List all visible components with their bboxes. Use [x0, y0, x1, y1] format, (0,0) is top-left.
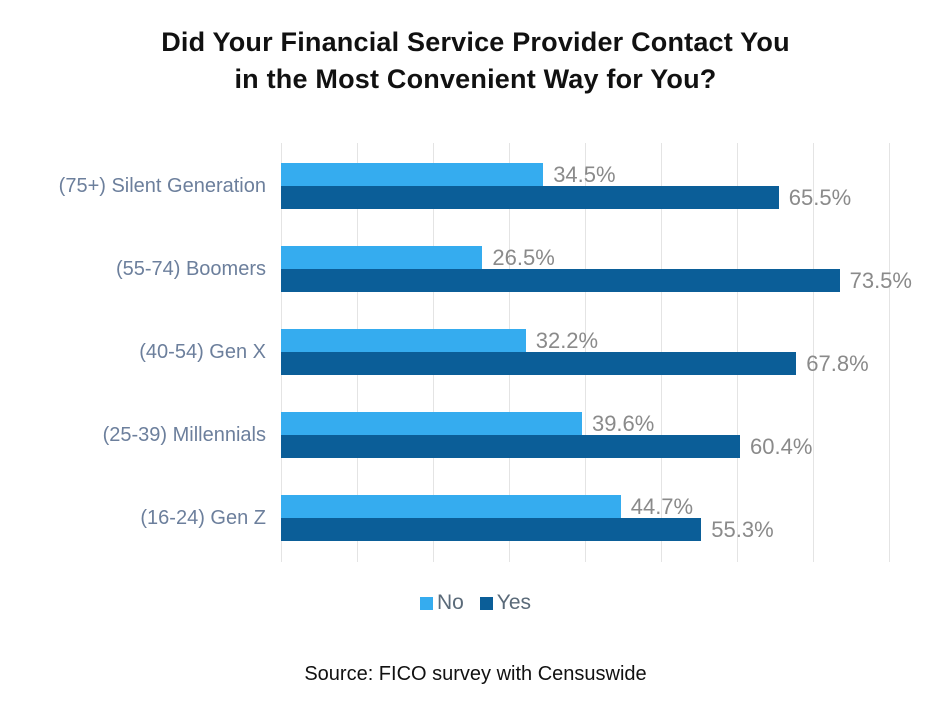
category-label-4: (16-24) Gen Z — [140, 507, 266, 529]
legend-label-no: No — [436, 591, 464, 614]
gridline-80 — [889, 143, 890, 562]
gridline-70 — [813, 143, 814, 562]
plot-area: 34.5% 65.5% 26.5% 73.5% 32.2% 67.8% 39.6% 60.4%… — [281, 143, 912, 562]
value-label-yes-3: 60.4% — [750, 434, 813, 459]
chart-title-line-1: Did Your Financial Service Provider Cont… — [161, 27, 790, 57]
value-label-no-0: 34.5% — [553, 162, 616, 187]
value-label-yes-1: 73.5% — [849, 268, 912, 293]
legend: No Yes — [0, 591, 951, 615]
value-label-no-3: 39.6% — [591, 411, 655, 436]
category-label-2: (40-54) Gen X — [139, 341, 266, 363]
bar-yes-1 — [281, 269, 840, 292]
value-label-yes-2: 67.8% — [806, 351, 869, 376]
value-label-yes-4: 55.3% — [711, 517, 774, 542]
bar-no-1 — [281, 246, 483, 269]
legend-label-yes: Yes — [496, 591, 532, 614]
bar-no-4 — [281, 495, 621, 518]
legend-item-yes: Yes — [479, 591, 532, 615]
bar-no-3 — [281, 412, 582, 435]
category-label-1: (55-74) Boomers — [115, 258, 266, 280]
bar-no-0 — [281, 163, 544, 186]
bar-no-2 — [281, 329, 526, 352]
value-label-no-4: 44.7% — [630, 494, 694, 519]
legend-item-no: No — [419, 591, 464, 615]
category-label-3: (25-39) Millennials — [102, 424, 266, 446]
bar-yes-3 — [281, 435, 741, 458]
legend-swatch-yes-icon — [479, 596, 493, 610]
value-label-yes-0: 65.5% — [788, 185, 852, 210]
bar-yes-0 — [281, 186, 779, 209]
bar-yes-4 — [281, 518, 702, 541]
value-label-no-2: 32.2% — [535, 328, 599, 353]
bar-yes-2 — [281, 352, 797, 375]
source-caption: Source: FICO survey with Censuswide — [304, 663, 647, 685]
chart-title: Did Your Financial Service Provider Cont… — [0, 24, 951, 98]
category-label-0: (75+) Silent Generation — [58, 175, 266, 197]
chart-title-line-2: in the Most Convenient Way for You? — [234, 64, 717, 94]
value-label-no-1: 26.5% — [492, 245, 555, 270]
legend-swatch-no-icon — [419, 596, 433, 610]
